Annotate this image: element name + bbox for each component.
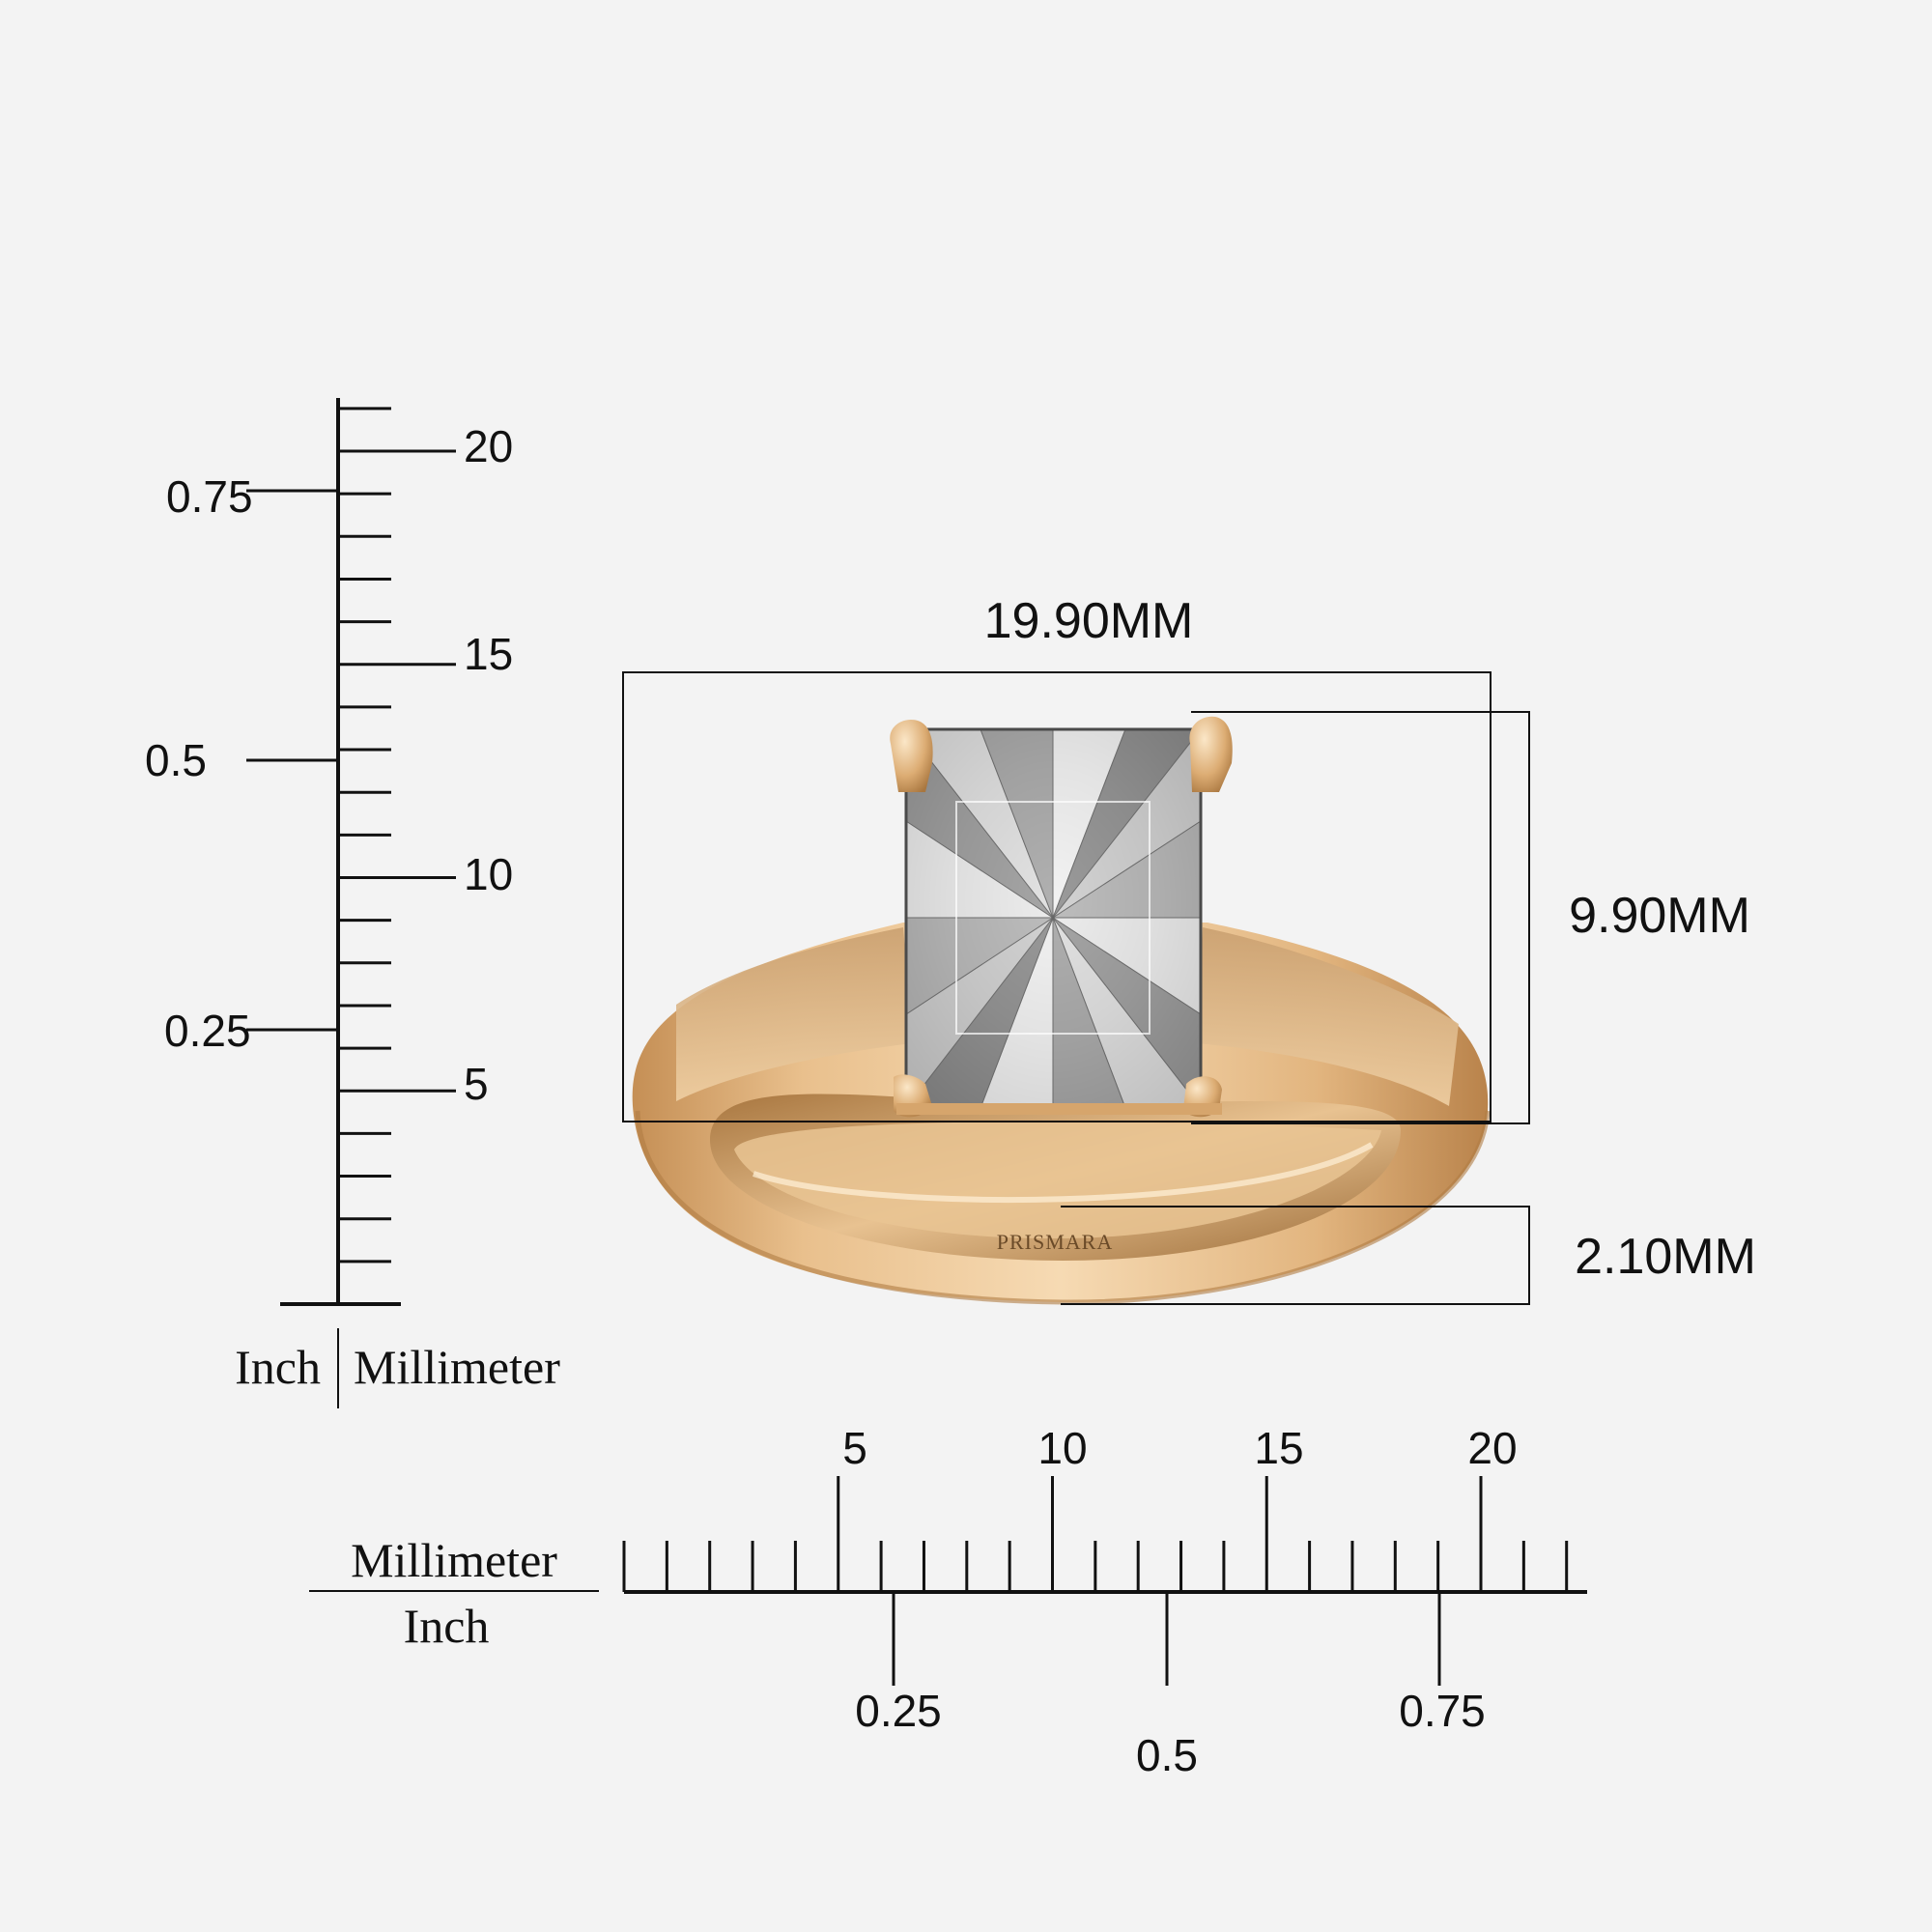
vertical-ruler-inch-unit: Inch — [235, 1340, 321, 1394]
horizontal-mm-label-5: 5 — [842, 1423, 867, 1473]
band-dimension-bracket — [1061, 1206, 1530, 1305]
band-width-label: 2.10MM — [1575, 1229, 1756, 1285]
horizontal-mm-label-15: 15 — [1254, 1423, 1303, 1473]
vertical-mm-label-5: 5 — [464, 1059, 489, 1109]
width-dimension-label: 19.90MM — [984, 593, 1194, 649]
vertical-mm-label-20: 20 — [464, 421, 513, 471]
prongs — [890, 716, 1233, 1118]
dimension-lines — [622, 671, 1530, 1305]
height-dimension-label: 9.90MM — [1569, 888, 1750, 944]
horizontal-ruler: 5 10 15 20 0.25 0.5 0.75 Millimeter Inch — [309, 1423, 1587, 1780]
horizontal-inch-label-075: 0.75 — [1399, 1686, 1486, 1736]
gem-facets — [904, 727, 1203, 1110]
horizontal-inch-label-05: 0.5 — [1136, 1730, 1198, 1780]
horizontal-ruler-mm-unit: Millimeter — [351, 1533, 557, 1587]
horizontal-mm-label-20: 20 — [1467, 1423, 1517, 1473]
vertical-mm-label-15: 15 — [464, 629, 513, 679]
horizontal-ruler-inch-unit: Inch — [404, 1599, 490, 1653]
horizontal-mm-label-10: 10 — [1037, 1423, 1087, 1473]
vertical-inch-label-075: 0.75 — [166, 471, 253, 522]
vertical-ruler-mm-unit: Millimeter — [354, 1340, 560, 1394]
gemstone — [904, 727, 1203, 1110]
vertical-mm-label-10: 10 — [464, 849, 513, 899]
horizontal-inch-label-025: 0.25 — [855, 1686, 942, 1736]
vertical-ruler: 20 15 10 5 0.75 0.5 0.25 Inch Millimeter — [145, 398, 560, 1408]
brand-engraving: PRISMARA — [997, 1230, 1113, 1254]
gem-table-facet — [955, 801, 1151, 1035]
width-dimension-box — [622, 671, 1492, 1122]
height-dimension-bracket — [1191, 711, 1530, 1124]
vertical-inch-label-05: 0.5 — [145, 735, 207, 785]
vertical-inch-label-025: 0.25 — [164, 1006, 251, 1056]
